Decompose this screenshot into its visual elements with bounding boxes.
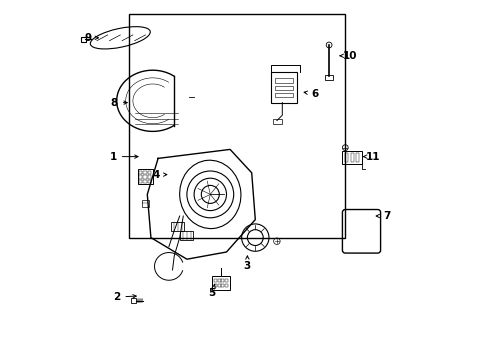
Bar bbox=[275, 86, 292, 90]
Bar bbox=[138, 169, 152, 184]
Bar bbox=[221, 284, 224, 287]
Bar bbox=[224, 279, 227, 282]
Text: 2: 2 bbox=[113, 292, 120, 302]
Bar bbox=[273, 119, 282, 124]
Bar bbox=[147, 180, 151, 183]
Text: 3: 3 bbox=[243, 261, 250, 271]
Bar bbox=[143, 180, 146, 183]
Bar bbox=[129, 14, 345, 238]
Bar bbox=[171, 222, 184, 231]
Bar bbox=[324, 75, 333, 80]
Bar bbox=[218, 279, 220, 282]
Text: 1: 1 bbox=[109, 152, 117, 162]
Bar bbox=[214, 284, 217, 287]
Bar bbox=[180, 231, 193, 240]
Bar bbox=[224, 284, 227, 287]
Bar bbox=[139, 180, 142, 183]
Bar bbox=[130, 298, 136, 303]
Bar bbox=[142, 200, 149, 207]
Text: 7: 7 bbox=[382, 211, 389, 221]
Text: 4: 4 bbox=[152, 170, 160, 180]
Bar bbox=[143, 175, 146, 179]
Bar bbox=[271, 72, 296, 103]
Text: 11: 11 bbox=[365, 152, 380, 162]
Bar bbox=[81, 37, 85, 42]
Bar bbox=[214, 279, 217, 282]
Bar bbox=[218, 284, 220, 287]
Bar bbox=[147, 171, 151, 174]
Bar bbox=[139, 175, 142, 179]
Bar bbox=[341, 151, 361, 164]
Bar bbox=[221, 279, 224, 282]
Text: 5: 5 bbox=[208, 288, 215, 298]
Text: 10: 10 bbox=[342, 51, 357, 61]
Bar bbox=[139, 171, 142, 174]
Bar bbox=[147, 175, 151, 179]
Bar bbox=[275, 93, 292, 97]
Bar bbox=[350, 153, 353, 162]
Bar bbox=[345, 153, 347, 162]
Text: 9: 9 bbox=[84, 33, 91, 43]
Bar bbox=[355, 153, 358, 162]
Bar bbox=[275, 78, 292, 83]
Bar bbox=[212, 276, 230, 290]
Text: 6: 6 bbox=[310, 89, 318, 99]
Bar bbox=[143, 171, 146, 174]
Text: 8: 8 bbox=[110, 98, 118, 108]
